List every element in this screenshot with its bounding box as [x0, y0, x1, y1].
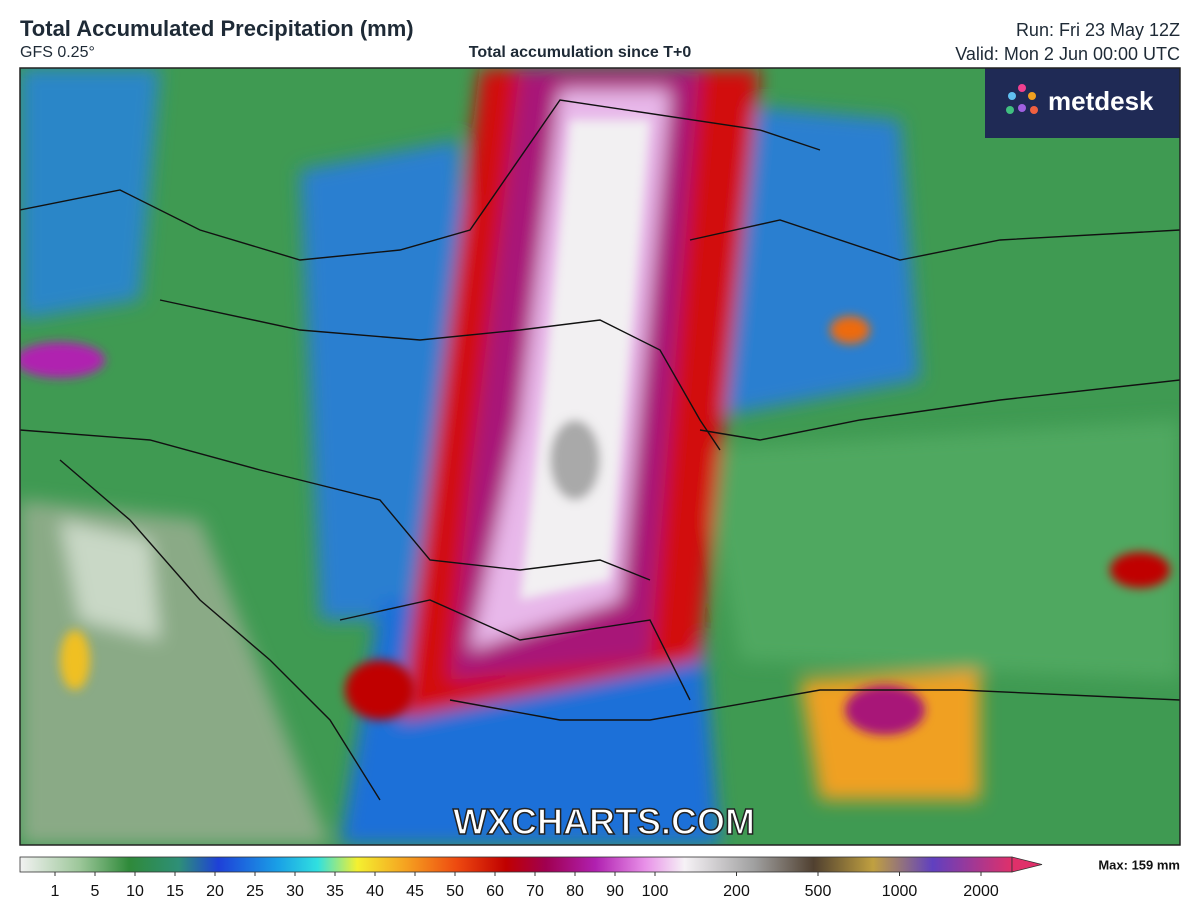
colorbar-tick-label: 70	[526, 883, 544, 900]
subtitle: Total accumulation since T+0	[469, 44, 692, 61]
colorbar: Max: 159 mm	[19, 856, 1180, 873]
logo-box	[985, 68, 1180, 138]
logo-text: metdesk	[1048, 86, 1154, 116]
colorbar-tick-label: 60	[486, 883, 504, 900]
colorbar-tick-label: 30	[286, 883, 304, 900]
colorbar-tick-label: 50	[446, 883, 464, 900]
colorbar-tick-label: 25	[246, 883, 264, 900]
colorbar-tick-label: 40	[366, 883, 384, 900]
colorbar-tick-label: 90	[606, 883, 624, 900]
colorbar-extension	[1011, 856, 1043, 873]
colorbar-bar	[19, 856, 1013, 873]
model: GFS 0.25°	[20, 44, 95, 61]
colorbar-tick-label: 2000	[963, 883, 999, 900]
colorbar-tick-label: 200	[723, 883, 750, 900]
colorbar-tick-label: 5	[91, 883, 100, 900]
colorbar-tick-label: 100	[642, 883, 669, 900]
colorbar-tick-label: 45	[406, 883, 424, 900]
colorbar-tick-label: 1	[51, 883, 60, 900]
colorbar-tick-label: 80	[566, 883, 584, 900]
colorbar-tick-label: 500	[805, 883, 832, 900]
title: Total Accumulated Precipitation (mm)	[20, 16, 414, 41]
map: metdesk WXCHARTS.COM	[20, 68, 1180, 845]
colorbar-max: Max: 159 mm	[1098, 857, 1180, 872]
watermark: WXCHARTS.COM	[453, 801, 755, 842]
colorbar-tick-label: 10	[126, 883, 144, 900]
map-frame	[19, 67, 1181, 846]
colorbar-tick-label: 20	[206, 883, 224, 900]
colorbar-tick-label: 1000	[882, 883, 918, 900]
valid-time: Valid: Mon 2 Jun 00:00 UTC	[955, 44, 1180, 64]
colorbar-tick-label: 15	[166, 883, 184, 900]
logo-icon	[1006, 84, 1038, 114]
run-time: Run: Fri 23 May 12Z	[1016, 20, 1180, 40]
colorbar-tick-label: 35	[326, 883, 344, 900]
